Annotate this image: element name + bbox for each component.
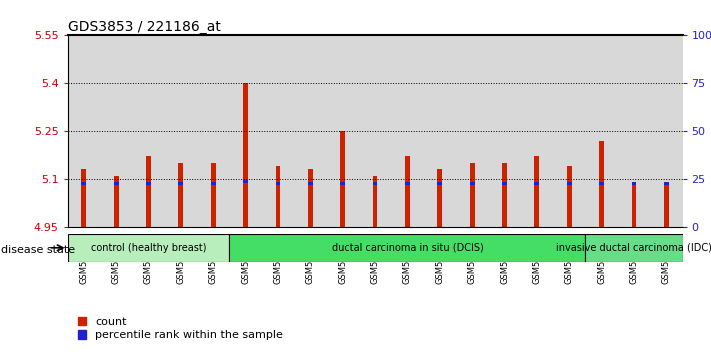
Bar — [631, 182, 636, 185]
Bar — [631, 182, 636, 227]
Bar — [68, 35, 100, 227]
Bar — [520, 35, 553, 227]
Bar — [197, 35, 230, 227]
Bar — [599, 141, 604, 227]
Bar — [567, 166, 572, 227]
Bar — [488, 35, 520, 227]
Bar — [373, 182, 378, 185]
Bar — [230, 234, 585, 262]
Bar — [535, 156, 540, 227]
Bar — [294, 35, 326, 227]
Text: disease state: disease state — [1, 245, 75, 255]
Bar — [146, 182, 151, 185]
Bar — [276, 166, 280, 227]
Bar — [650, 35, 683, 227]
Bar — [243, 83, 248, 227]
Bar — [437, 182, 442, 185]
Bar — [373, 176, 378, 227]
Bar — [178, 182, 183, 185]
Bar — [456, 35, 488, 227]
Bar — [146, 156, 151, 227]
Bar — [114, 182, 119, 185]
Bar — [424, 35, 456, 227]
Bar — [502, 163, 507, 227]
Bar — [276, 182, 280, 185]
Bar — [585, 35, 618, 227]
Bar — [405, 182, 410, 185]
Bar — [553, 35, 585, 227]
Bar — [308, 182, 313, 185]
Bar — [165, 35, 197, 227]
Bar — [243, 180, 248, 183]
Text: ductal carcinoma in situ (DCIS): ductal carcinoma in situ (DCIS) — [331, 243, 483, 253]
Bar — [470, 163, 474, 227]
Bar — [437, 169, 442, 227]
Bar — [585, 234, 683, 262]
Bar — [210, 163, 215, 227]
Bar — [618, 35, 650, 227]
Bar — [132, 35, 165, 227]
Bar — [535, 182, 540, 185]
Bar — [100, 35, 132, 227]
Bar — [210, 182, 215, 185]
Bar — [68, 234, 230, 262]
Bar — [502, 182, 507, 185]
Bar — [341, 131, 345, 227]
Bar — [567, 182, 572, 185]
Bar — [178, 163, 183, 227]
Bar — [470, 182, 474, 185]
Bar — [326, 35, 359, 227]
Text: GDS3853 / 221186_at: GDS3853 / 221186_at — [68, 21, 220, 34]
Bar — [341, 182, 345, 185]
Text: control (healthy breast): control (healthy breast) — [91, 243, 206, 253]
Bar — [664, 182, 669, 185]
Bar — [262, 35, 294, 227]
Bar — [359, 35, 391, 227]
Bar — [230, 35, 262, 227]
Bar — [405, 156, 410, 227]
Bar — [114, 176, 119, 227]
Bar — [81, 182, 86, 185]
Bar — [308, 169, 313, 227]
Bar — [599, 182, 604, 185]
Bar — [391, 35, 424, 227]
Legend: count, percentile rank within the sample: count, percentile rank within the sample — [73, 313, 288, 345]
Text: invasive ductal carcinoma (IDC): invasive ductal carcinoma (IDC) — [556, 243, 711, 253]
Bar — [81, 169, 86, 227]
Bar — [664, 182, 669, 227]
